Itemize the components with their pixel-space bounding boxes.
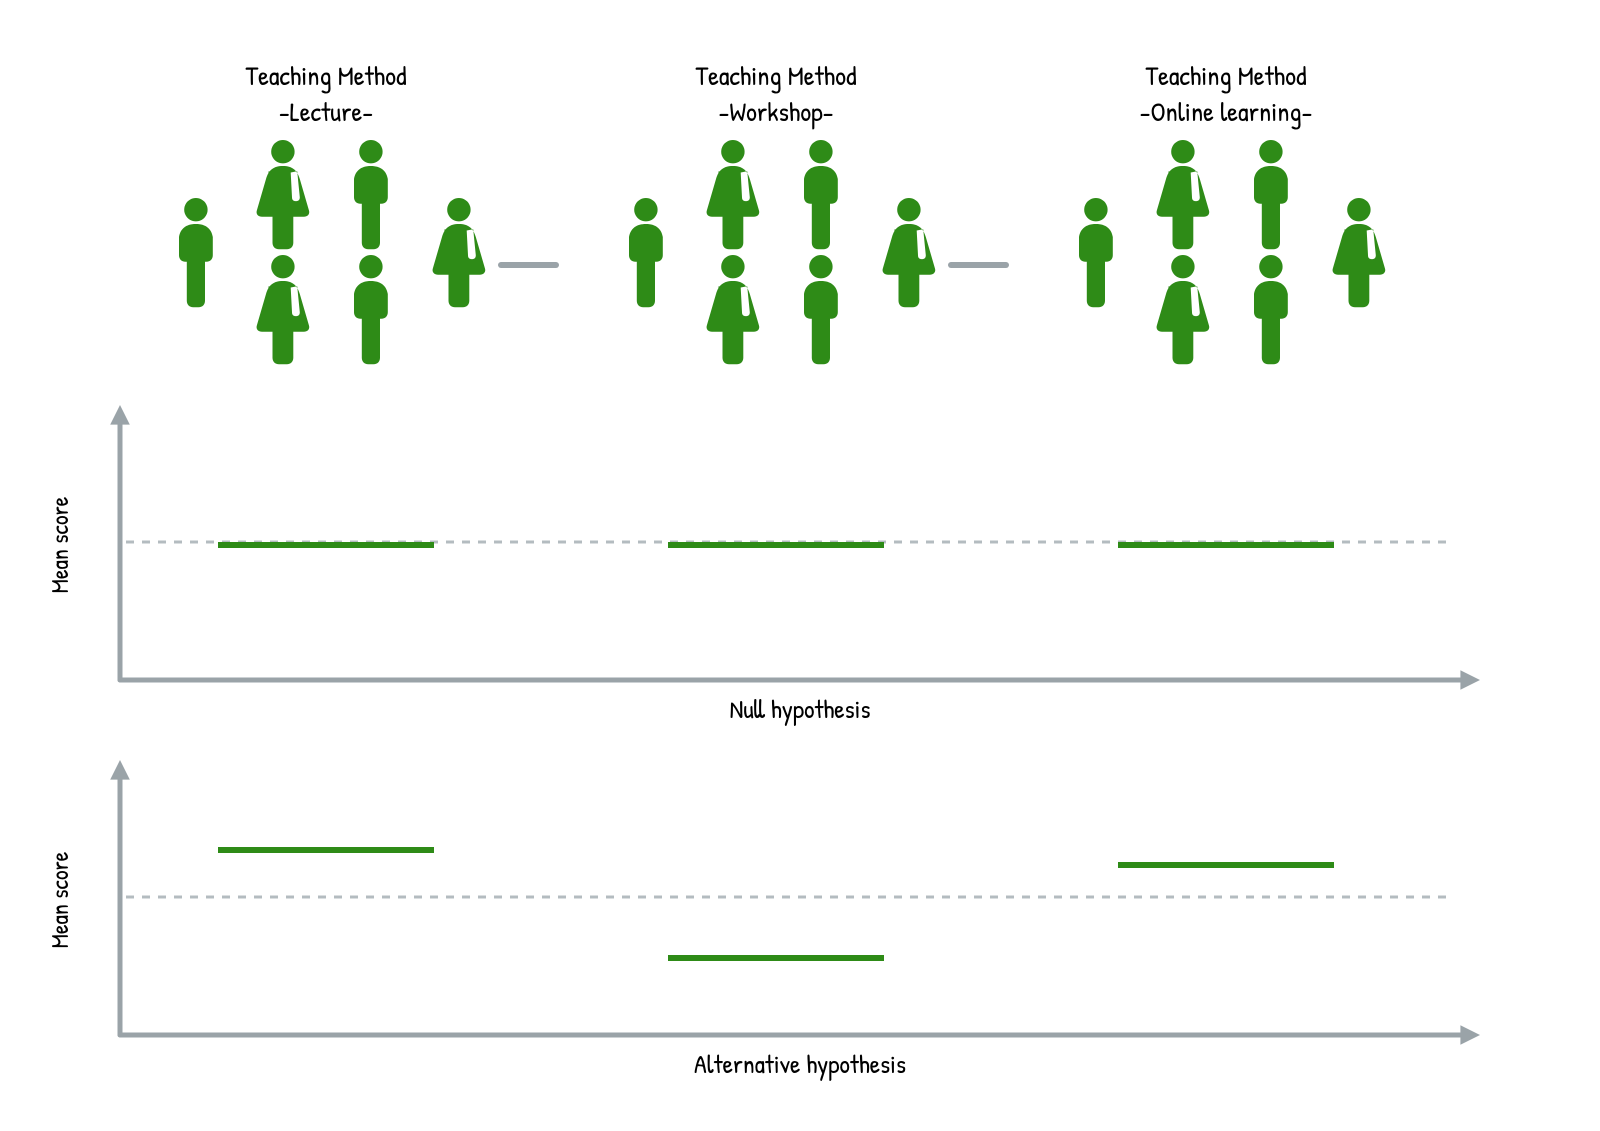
person-male-icon — [1254, 255, 1288, 364]
alternative-y-axis-arrow — [110, 760, 130, 780]
alternative-y-label: Mean score — [44, 830, 76, 970]
group-title-line2: -Lecture- — [146, 94, 506, 130]
person-male-icon — [629, 198, 663, 307]
person-male-icon — [1079, 198, 1113, 307]
group-title-line2: -Workshop- — [596, 94, 956, 130]
group-title-1: Teaching Method-Workshop- — [596, 58, 956, 131]
group-title-0: Teaching Method-Lecture- — [146, 58, 506, 131]
person-male-icon — [804, 255, 838, 364]
person-female-icon — [433, 198, 486, 307]
person-male-icon — [804, 140, 838, 249]
null-y-axis-arrow — [110, 405, 130, 425]
person-male-icon — [354, 140, 388, 249]
person-male-icon — [179, 198, 213, 307]
null-x-axis-arrow — [1460, 670, 1480, 690]
group-title-line1: Teaching Method — [146, 58, 506, 94]
alternative-x-label: Alternative hypothesis — [580, 1047, 1020, 1082]
alternative-x-axis-arrow — [1460, 1025, 1480, 1045]
group-divider-1 — [946, 255, 1011, 275]
person-female-icon — [883, 198, 936, 307]
group-title-line1: Teaching Method — [1046, 58, 1406, 94]
group-title-line1: Teaching Method — [596, 58, 956, 94]
person-male-icon — [354, 255, 388, 364]
person-female-icon — [1157, 255, 1210, 364]
person-female-icon — [707, 255, 760, 364]
null-y-label: Mean score — [44, 475, 76, 615]
person-female-icon — [1333, 198, 1386, 307]
person-female-icon — [257, 255, 310, 364]
null-x-label: Null hypothesis — [580, 692, 1020, 727]
group-title-line2: -Online learning- — [1046, 94, 1406, 130]
people-cluster-2 — [1041, 140, 1411, 375]
person-male-icon — [1254, 140, 1288, 249]
group-title-2: Teaching Method-Online learning- — [1046, 58, 1406, 131]
person-female-icon — [257, 140, 310, 249]
person-female-icon — [1157, 140, 1210, 249]
people-cluster-1 — [591, 140, 961, 375]
people-cluster-0 — [141, 140, 511, 375]
group-divider-0 — [496, 255, 561, 275]
person-female-icon — [707, 140, 760, 249]
